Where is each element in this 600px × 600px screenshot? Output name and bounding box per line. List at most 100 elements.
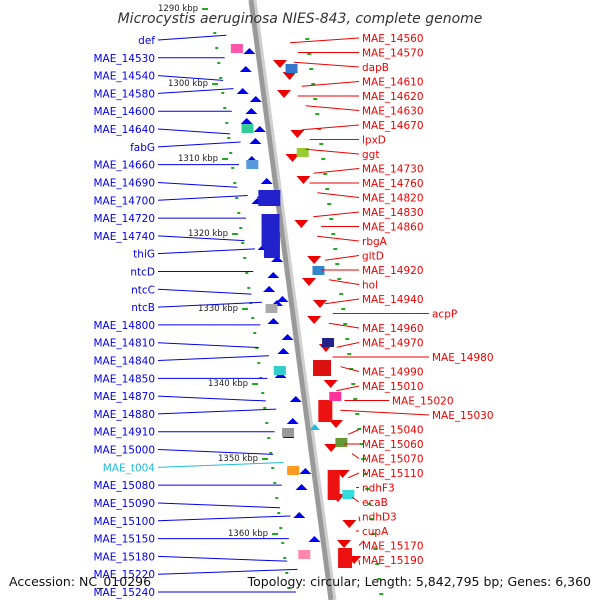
gene-label-right[interactable]: MAE_14670 (362, 120, 424, 132)
gene-label-left[interactable]: MAE_15180 (93, 551, 155, 563)
gene-label-left[interactable]: MAE_15240 (93, 587, 155, 599)
gene-label-right[interactable]: MAE_15020 (392, 396, 454, 408)
gene-label-left[interactable]: ntcB (131, 302, 155, 314)
strand-tick (219, 77, 223, 79)
gene-arrow-left (243, 48, 256, 54)
strand-tick (277, 512, 281, 514)
gene-label-right[interactable]: ndhF3 (362, 483, 395, 495)
gene-label-right[interactable]: MAE_14990 (362, 367, 424, 379)
gene-label-right[interactable]: gltD (362, 251, 384, 263)
gene-label-left[interactable]: MAE_15090 (93, 498, 155, 510)
gene-label-left[interactable]: MAE_t004 (103, 462, 156, 474)
gene-label-right[interactable]: MAE_15060 (362, 439, 424, 451)
gene-arrow-right (290, 130, 305, 138)
gene-label-left[interactable]: MAE_14870 (93, 391, 155, 403)
gene-label-left[interactable]: MAE_14810 (93, 338, 155, 350)
gene-label-right[interactable]: rbgA (362, 236, 388, 248)
label-connector (157, 141, 241, 148)
gene-label-left[interactable]: MAE_14640 (93, 124, 155, 136)
gene-label-right[interactable]: cupA (362, 526, 389, 538)
gene-label-left[interactable]: MAE_14800 (93, 320, 155, 332)
gene-label-right[interactable]: ggt (362, 149, 379, 161)
gene-label-right[interactable]: MAE_15030 (432, 410, 494, 422)
gene-segment (296, 148, 309, 157)
gene-label-right[interactable]: lpxD (362, 135, 386, 147)
gene-label-left[interactable]: thiG (133, 249, 155, 261)
gene-label-left[interactable]: MAE_14530 (93, 53, 155, 65)
gene-label-right[interactable]: MAE_15190 (362, 555, 424, 567)
gene-label-left[interactable]: ntcD (130, 266, 155, 278)
gene-label-left[interactable]: MAE_15000 (93, 445, 155, 457)
gene-label-left[interactable]: MAE_14580 (93, 88, 155, 100)
gene-label-left[interactable]: MAE_15220 (93, 569, 155, 581)
label-connector (157, 194, 248, 201)
gene-label-right[interactable]: MAE_14730 (362, 164, 424, 176)
label-connector (157, 342, 259, 349)
strand-tick (323, 173, 328, 175)
label-connector (157, 88, 234, 94)
gene-label-right[interactable]: MAE_14830 (362, 207, 424, 219)
gene-label-right[interactable]: MAE_14820 (362, 193, 424, 205)
gene-label-left[interactable]: MAE_14690 (93, 177, 155, 189)
gene-label-left[interactable]: MAE_14880 (93, 409, 155, 421)
gene-label-left[interactable]: MAE_14910 (93, 427, 155, 439)
gene-label-right[interactable]: MAE_15170 (362, 541, 424, 553)
strand-tick (243, 257, 247, 259)
gene-label-left[interactable]: ntcC (131, 284, 155, 296)
gene-segment (230, 44, 243, 53)
label-connector (157, 502, 281, 509)
gene-label-left[interactable]: MAE_14700 (93, 195, 155, 207)
gene-label-left[interactable]: MAE_14850 (93, 373, 155, 385)
strand-tick (261, 392, 265, 394)
label-connector (324, 255, 360, 261)
kbp-marker-label: 1290 kbp (158, 4, 198, 14)
gene-label-right[interactable]: MAE_14760 (362, 178, 424, 190)
gene-label-right[interactable]: MAE_14920 (362, 265, 424, 277)
gene-label-left[interactable]: def (138, 35, 155, 47)
gene-label-left[interactable]: MAE_15150 (93, 534, 155, 546)
kbp-marker-label: 1360 kbp (228, 529, 268, 539)
gene-label-right[interactable]: ecaB (362, 497, 388, 509)
gene-label-right[interactable]: MAE_15040 (362, 425, 424, 437)
gene-label-left[interactable]: MAE_15100 (93, 516, 155, 528)
strand-tick (351, 383, 356, 385)
gene-label-right[interactable]: MAE_14940 (362, 294, 424, 306)
gene-label-left[interactable]: fabG (130, 142, 155, 154)
gene-label-right[interactable]: MAE_15010 (362, 381, 424, 393)
gene-label-right[interactable]: MAE_14610 (362, 77, 424, 89)
gene-label-right[interactable]: MAE_15070 (362, 454, 424, 466)
gene-label-left[interactable]: MAE_14600 (93, 106, 155, 118)
gene-label-left[interactable]: MAE_14840 (93, 356, 155, 368)
gene-label-right[interactable]: acpP (432, 309, 457, 321)
gene-arrow-left (236, 88, 249, 94)
strand-tick (225, 122, 229, 124)
gene-label-right[interactable]: ndhD3 (362, 512, 397, 524)
strand-tick (363, 473, 368, 475)
gene-label-right[interactable]: MAE_14630 (362, 106, 424, 118)
gene-label-right[interactable]: MAE_14970 (362, 338, 424, 350)
gene-arrow-left (289, 396, 302, 402)
kbp-marker-label: 1320 kbp (188, 229, 228, 239)
gene-label-right[interactable]: dapB (362, 62, 389, 74)
kbp-marker-label: 1330 kbp (198, 304, 238, 314)
kbp-marker-label: 1350 kbp (218, 454, 258, 464)
gene-segment (285, 64, 298, 73)
gene-label-left[interactable]: MAE_14660 (93, 160, 155, 172)
gene-label-left[interactable]: MAE_15080 (93, 480, 155, 492)
gene-label-left[interactable]: MAE_14720 (93, 213, 155, 225)
label-connector (351, 453, 360, 459)
strand-tick (239, 227, 243, 229)
gene-label-right[interactable]: MAE_14570 (362, 48, 424, 60)
gene-label-left[interactable]: MAE_14740 (93, 231, 155, 243)
gene-label-left[interactable]: MAE_14540 (93, 71, 155, 83)
gene-label-right[interactable]: MAE_14620 (362, 91, 424, 103)
gene-label-right[interactable]: hol (362, 280, 378, 292)
gene-label-right[interactable]: MAE_14560 (362, 33, 424, 45)
gene-label-right[interactable]: MAE_14960 (362, 323, 424, 335)
kbp-marker-label: 1340 kbp (208, 379, 248, 389)
gene-label-right[interactable]: MAE_15110 (362, 468, 424, 480)
gene-label-right[interactable]: MAE_14860 (362, 222, 424, 234)
gene-label-right[interactable]: MAE_14980 (432, 352, 494, 364)
strand-tick (251, 317, 255, 319)
label-connector (317, 235, 360, 242)
